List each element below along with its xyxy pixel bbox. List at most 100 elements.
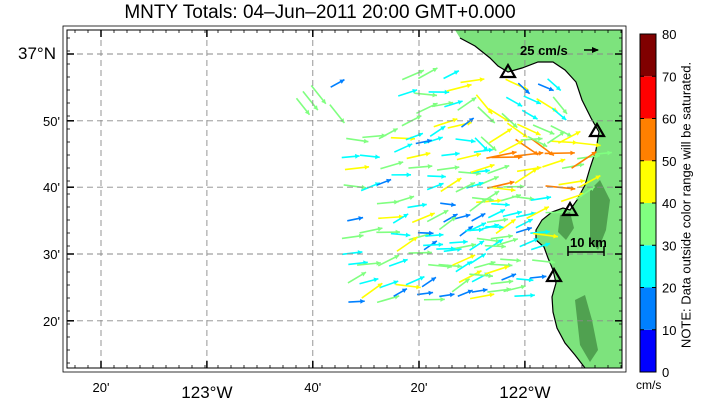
current-vector-head — [579, 162, 585, 168]
colorbar-segment — [640, 287, 656, 330]
lat-tick-label: 40' — [43, 180, 60, 195]
current-vector-head — [495, 238, 501, 244]
scale-vector-arrowhead — [592, 47, 599, 53]
current-vector-head — [543, 206, 549, 211]
current-vector-head — [401, 288, 407, 293]
current-vector-head — [360, 272, 366, 277]
graticule-grid — [67, 30, 622, 368]
current-vector-head — [361, 184, 367, 190]
current-vector-head — [470, 182, 476, 187]
colorbar-tick-label: 70 — [662, 69, 676, 84]
current-vector-head — [465, 213, 471, 219]
scale-bar: 10 km — [567, 235, 607, 256]
colorbar-tick-label: 80 — [662, 27, 676, 42]
current-vector-head — [509, 180, 515, 186]
current-vector-head — [555, 85, 561, 91]
current-vector-head — [488, 273, 493, 279]
current-vector-head — [377, 226, 383, 232]
current-vector-head — [453, 70, 459, 75]
current-vector-head — [479, 77, 485, 82]
current-vector-head — [444, 89, 450, 95]
current-vector-head — [392, 128, 398, 133]
current-vector-head — [450, 216, 456, 222]
current-vector-head — [466, 261, 472, 266]
page-title: MNTY Totals: 04–Jun–2011 20:00 GMT+0.000 — [124, 2, 516, 23]
colorbar-segment — [640, 203, 656, 246]
current-vector-head — [478, 181, 484, 187]
lon-tick-label: 123°W — [181, 383, 232, 402]
current-vector-head — [580, 178, 585, 184]
current-vector-head — [438, 242, 444, 248]
current-vector-head — [480, 213, 486, 218]
current-vector-head — [545, 242, 550, 248]
current-vector-head — [561, 115, 567, 121]
coastline-edge — [459, 37, 600, 368]
current-vectors — [295, 67, 612, 304]
current-vector-head — [546, 195, 552, 201]
current-vector-head — [454, 165, 460, 171]
current-vector-head — [526, 226, 532, 232]
current-vector-head — [589, 186, 595, 192]
radar-station-marker — [561, 200, 579, 217]
scale-bar-label: 10 km — [570, 235, 607, 250]
current-vector-head — [533, 238, 539, 243]
colorbar-segment — [640, 76, 656, 119]
current-vector-head — [470, 254, 476, 260]
colorbar-segment — [640, 160, 656, 203]
current-vector-head — [456, 178, 462, 183]
current-vector-head — [566, 132, 572, 137]
current-vector-head — [528, 277, 534, 283]
current-vector-head — [360, 299, 365, 304]
current-vector — [514, 167, 538, 184]
current-vector-head — [538, 136, 543, 142]
current-vector-head — [498, 239, 504, 244]
current-vector-head — [416, 284, 421, 290]
current-vector-head — [466, 83, 472, 89]
current-vector-head — [364, 164, 370, 170]
current-vector-head — [503, 265, 509, 270]
current-vector-head — [416, 115, 422, 120]
scale-vector: 25 cm/s — [520, 43, 599, 58]
current-vector-head — [532, 168, 538, 173]
current-vector-head — [545, 229, 550, 235]
colorbar-tick-label: 10 — [662, 323, 676, 338]
current-vector-head — [480, 253, 486, 258]
current-vector-head — [427, 164, 433, 169]
current-vector-head — [403, 213, 409, 219]
current-vector-head — [438, 182, 444, 188]
current-vector-head — [482, 287, 488, 293]
current-vector-head — [508, 279, 514, 285]
current-vector-head — [536, 165, 542, 171]
current-vector-head — [375, 154, 380, 160]
scale-vector-label: 25 cm/s — [520, 43, 568, 58]
current-vector-head — [516, 210, 522, 216]
current-vector-head — [489, 292, 495, 298]
current-vector-head — [438, 232, 444, 238]
current-vector-head — [595, 175, 601, 180]
current-vector-head — [304, 109, 310, 115]
current-vector-head — [463, 239, 468, 245]
map-frame — [66, 29, 623, 369]
current-vector-head — [510, 187, 516, 193]
current-vector-head — [493, 176, 499, 181]
current-vector-head — [501, 244, 506, 249]
current-vector-head — [412, 88, 418, 94]
current-vector-head — [457, 263, 462, 269]
current-vector-head — [481, 198, 487, 204]
current-vector — [488, 127, 513, 144]
current-vector-head — [530, 293, 535, 298]
current-vector-head — [489, 197, 494, 203]
current-vector-head — [412, 237, 418, 242]
current-vector-head — [376, 260, 381, 266]
coastline-land — [455, 30, 622, 368]
colorbar-tick-label: 50 — [662, 154, 676, 169]
current-vector-head — [478, 227, 484, 233]
current-vector-head — [440, 297, 445, 302]
current-vector-head — [358, 233, 364, 239]
current-vector-head — [549, 130, 555, 135]
current-vector-head — [541, 274, 547, 280]
current-vector-head — [542, 142, 548, 147]
current-vector-head — [506, 128, 512, 133]
current-vector-head — [507, 262, 513, 268]
current-vector-head — [535, 99, 541, 105]
